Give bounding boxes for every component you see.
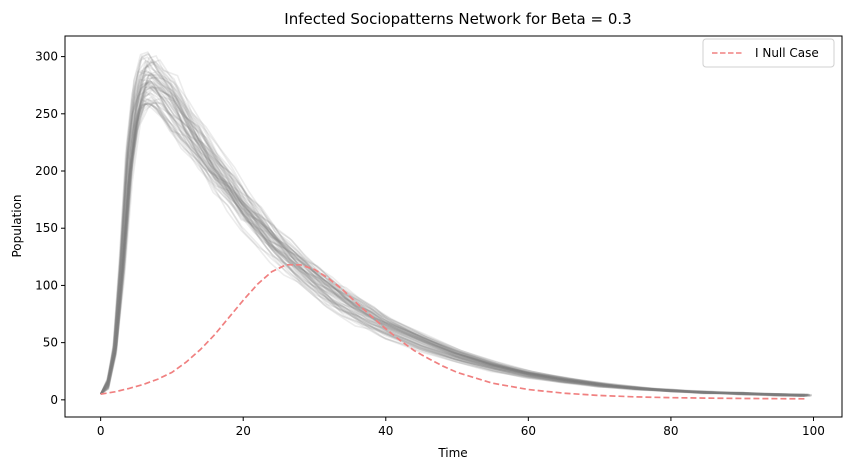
simulation-run-line [100,69,805,397]
simulation-run-line [99,70,805,397]
simulation-run-line [99,64,810,397]
x-tick-label: 20 [236,424,251,438]
simulation-run-line [99,102,808,397]
simulation-run-line [100,97,809,396]
simulation-run-line [100,80,808,397]
simulation-run-line [99,53,805,397]
simulation-run-line [100,91,807,397]
simulation-run-line [99,98,805,397]
y-tick-label: 250 [35,107,58,121]
x-tick-label: 80 [663,424,678,438]
simulation-run-line [100,102,805,397]
y-tick-label: 150 [35,221,58,235]
x-tick-label: 40 [378,424,393,438]
simulation-run-line [99,103,808,397]
simulation-run-line [99,74,812,397]
y-tick-label: 0 [50,393,58,407]
legend-box [702,38,835,68]
simulation-run-line [99,82,802,398]
simulation-run-line [100,78,806,396]
y-tick-label: 300 [35,50,58,64]
simulation-runs [99,51,813,398]
plot-area: 0 20 40 60 80 100 0 50 100 150 200 250 300 [35,35,843,438]
simulation-run-line [99,63,806,398]
simulation-run-line [100,76,812,396]
simulation-run-line [99,62,811,397]
simulation-run-line [100,60,809,396]
simulation-run-line [99,74,810,397]
y-axis-label: Population [10,194,24,257]
simulation-run-line [100,92,808,396]
simulation-run-line [100,52,804,397]
simulation-run-line [100,78,803,397]
simulation-run-line [99,102,805,397]
simulation-run-line [99,84,810,396]
x-tick-label: 60 [521,424,536,438]
simulation-run-line [100,59,802,397]
x-tick-label: 100 [802,424,825,438]
simulation-run-line [99,61,805,397]
simulation-run-line [99,99,805,396]
simulation-run-line [100,59,809,397]
simulation-run-line [100,100,812,397]
series-line-null-case [100,263,807,400]
simulation-run-line [99,81,805,396]
legend: I Null Case [702,38,835,68]
simulation-run-line [99,73,806,398]
y-tick-label: 50 [43,336,58,350]
simulation-run-line [99,85,808,397]
simulation-run-line [100,98,811,397]
x-axis-label: Time [437,446,467,460]
simulation-run-line [99,81,803,397]
simulation-run-line [100,71,813,397]
x-tick-label: 0 [97,424,105,438]
simulation-run-line [99,88,809,396]
simulation-run-line [99,86,809,396]
simulation-run-line [99,102,802,397]
simulation-run-line [99,58,809,396]
simulation-run-line [100,102,807,398]
simulation-run-line [99,101,805,396]
chart-title: Infected Sociopatterns Network for Beta … [284,10,631,28]
simulation-run-line [99,51,804,397]
legend-label-null-case: I Null Case [755,46,819,60]
y-axis-ticks: 0 50 100 150 200 250 300 [35,50,65,407]
y-tick-label: 100 [35,278,58,292]
simulation-run-line [99,73,809,397]
x-axis-ticks: 0 20 40 60 80 100 [97,417,825,438]
simulation-run-line [99,55,805,396]
simulation-run-line [99,74,807,396]
series-lines [100,263,807,400]
simulation-run-line [100,87,808,397]
simulation-run-line [99,102,807,396]
simulation-run-line [100,86,809,396]
simulation-run-line [100,86,811,397]
simulation-run-line [99,56,804,396]
simulation-run-line [99,90,802,397]
simulation-run-line [100,70,802,396]
simulation-run-line [100,55,812,397]
axes-frame [64,35,843,418]
simulation-run-line [99,69,803,397]
simulation-run-line [99,96,808,397]
simulation-run-line [99,81,804,397]
y-tick-label: 200 [35,164,58,178]
simulation-run-line [100,82,811,397]
simulation-run-line [100,76,811,397]
simulation-run-line [99,80,807,396]
